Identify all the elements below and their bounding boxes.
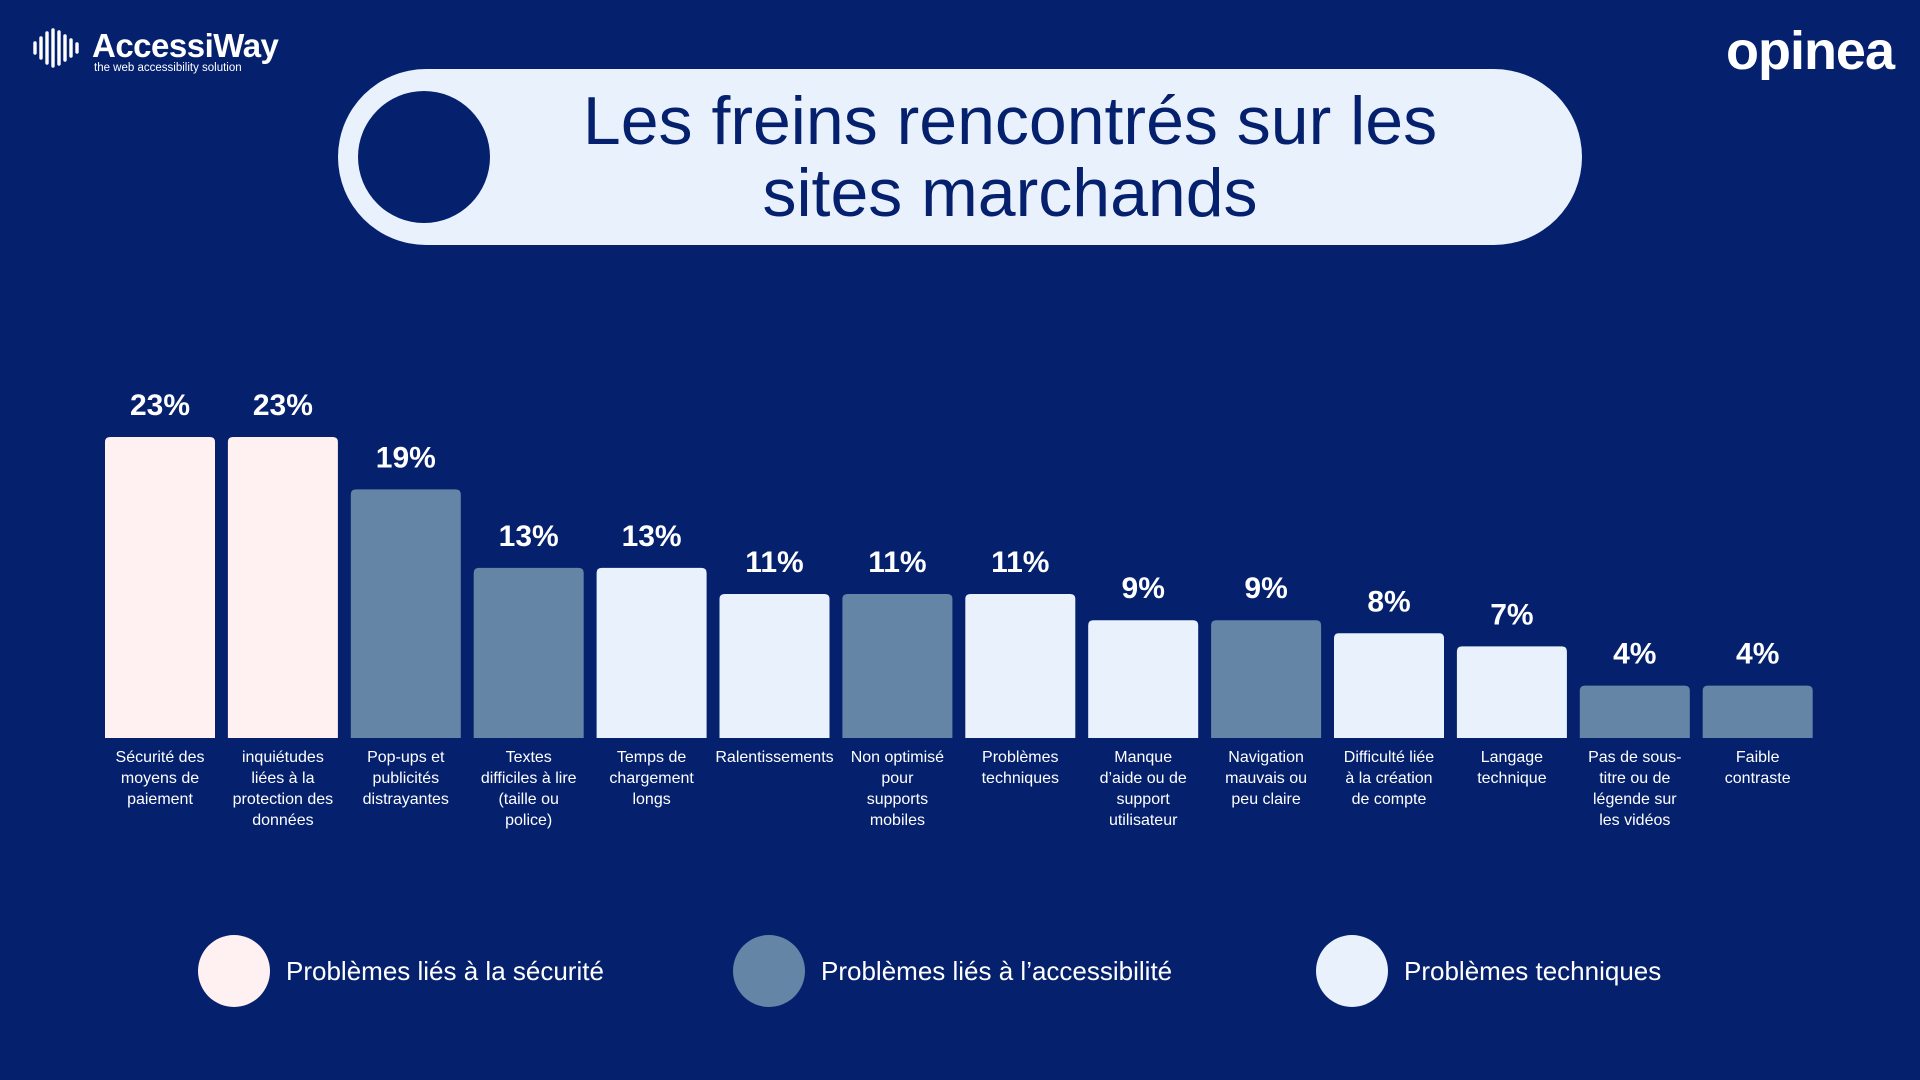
bar-3 (350, 489, 461, 738)
bar-value-label-13: 4% (1613, 638, 1656, 671)
soundwave-icon (33, 28, 79, 68)
legend-item-accessibility: Problèmes liés à l’accessibilité (733, 935, 1172, 1007)
page-title-line-2: sites marchands (762, 155, 1258, 231)
legend-swatch-security (198, 935, 270, 1007)
bar-4 (473, 567, 584, 738)
bar-value-label-6: 11% (745, 546, 803, 579)
bar-13 (1579, 685, 1690, 738)
bar-value-label-9: 9% (1122, 572, 1165, 605)
bar-value-label-4: 13% (499, 520, 559, 553)
category-label-6: Ralentissements (715, 749, 833, 766)
bar-8 (965, 594, 1076, 738)
page-title-line-1: Les freins rencontrés sur les (582, 83, 1438, 159)
bar-value-label-14: 4% (1736, 638, 1779, 671)
category-label-4: Textes difficiles à lire (taille ou police) (481, 749, 577, 829)
legend-swatch-technical (1316, 935, 1388, 1007)
category-label-13: Pas de sous-titre ou de légende sur les vi… (1588, 749, 1681, 829)
bar-10 (1211, 620, 1322, 738)
legend-label-security: Problèmes liés à la sécurité (286, 955, 604, 986)
bar-value-label-7: 11% (868, 546, 926, 579)
category-label-10: Navigation mauvais ou peu claire (1225, 749, 1307, 808)
bar-6 (719, 594, 830, 738)
bar-2 (227, 437, 338, 738)
category-label-7: Non optimisé pour supports mobiles (851, 749, 944, 829)
legend-label-accessibility: Problèmes liés à l’accessibilité (821, 955, 1173, 986)
title-circle-decoration (358, 91, 490, 223)
category-label-1: Sécurité des moyens de paiement (116, 749, 205, 808)
legend-item-technical: Problèmes techniques (1316, 935, 1661, 1007)
bar-value-label-12: 7% (1490, 598, 1533, 631)
bar-1 (105, 437, 215, 738)
category-label-8: Problèmes techniques (982, 749, 1059, 787)
legend-swatch-accessibility (733, 935, 805, 1007)
bar-9 (1088, 620, 1199, 738)
bar-value-label-8: 11% (991, 546, 1049, 579)
bar-value-label-3: 19% (376, 441, 436, 474)
bar-chart: 23% Sécurité des moyens de paiement 23% inqui… (105, 389, 1813, 829)
bar-value-label-1: 23% (130, 389, 190, 422)
category-label-14: Faible contraste (1725, 749, 1791, 787)
accessiway-tagline: the web accessibility solution (94, 62, 242, 74)
legend-label-technical: Problèmes techniques (1404, 955, 1662, 986)
bar-value-label-11: 8% (1367, 585, 1410, 618)
title-banner: Les freins rencontrés sur les sites marc… (338, 69, 1582, 245)
category-label-5: Temps de chargement longs (609, 749, 694, 808)
bar-11 (1334, 633, 1444, 738)
opinea-logo: opinea (1725, 21, 1895, 81)
bar-value-label-5: 13% (622, 520, 682, 553)
legend-item-security: Problèmes liés à la sécurité (198, 935, 604, 1007)
category-label-11: Difficulté liée à la création de compte (1344, 749, 1435, 808)
bar-5 (596, 567, 707, 738)
category-label-2: inquiétudes liées à la protection des donné… (233, 749, 334, 829)
bar-14 (1702, 685, 1813, 738)
category-label-3: Pop-ups et publicités distrayantes (363, 749, 449, 808)
accessiway-logo: AccessiWay the web accessibility solutio… (32, 27, 279, 74)
category-label-9: Manque d’aide ou de support utilisateur (1100, 749, 1187, 829)
page-title: Les freins rencontrés sur les sites marc… (508, 85, 1512, 229)
bar-12 (1456, 646, 1567, 738)
bar-7 (842, 594, 953, 738)
category-label-12: Langage technique (1477, 749, 1546, 787)
accessiway-name: AccessiWay (92, 27, 279, 64)
bar-value-label-2: 23% (253, 389, 313, 422)
bar-value-label-10: 9% (1244, 572, 1287, 605)
